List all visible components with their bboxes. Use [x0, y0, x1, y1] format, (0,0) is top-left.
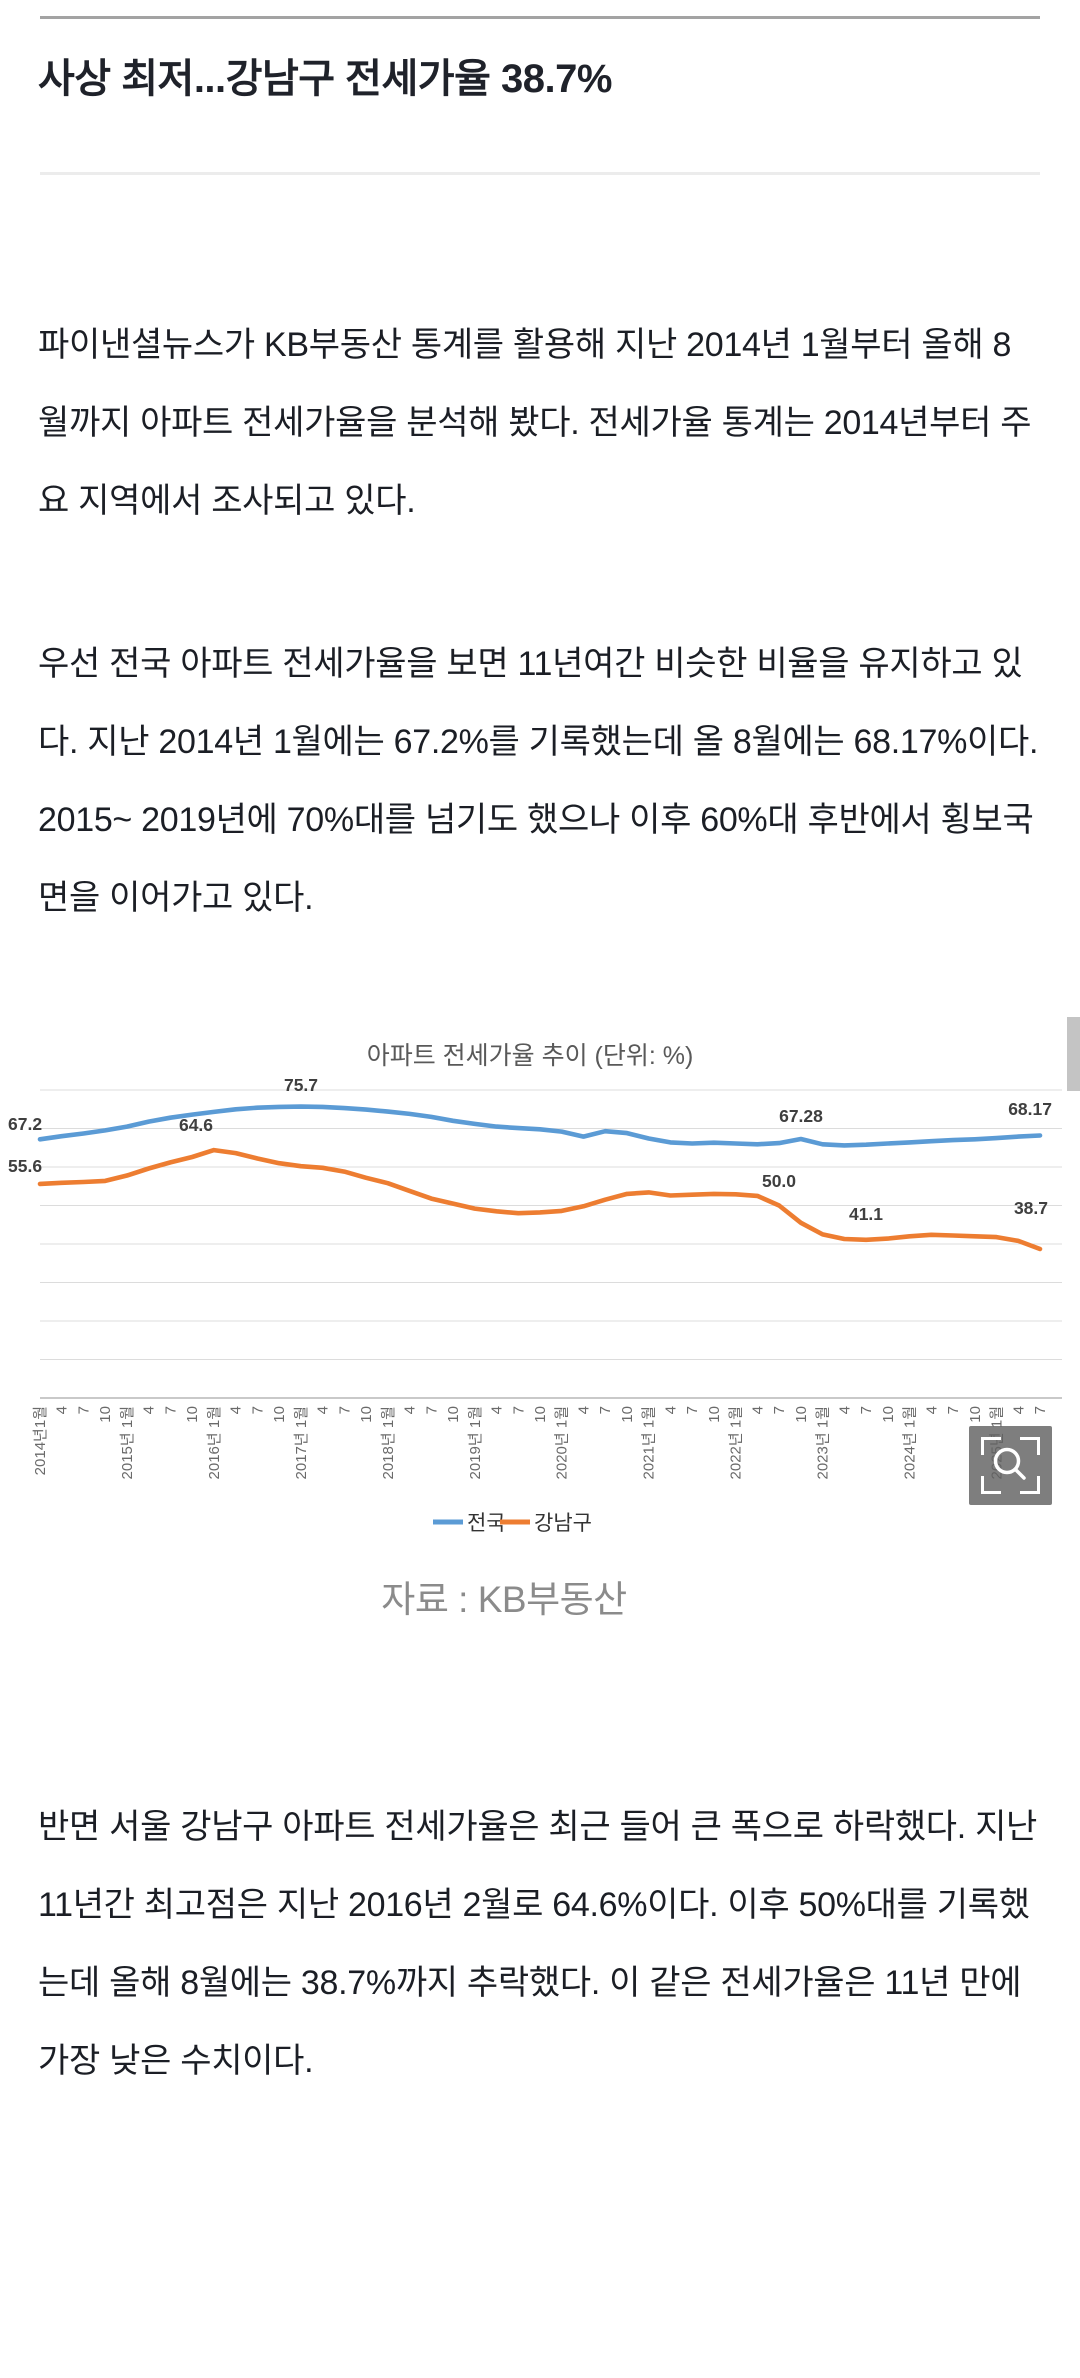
x-tick-label: 4	[141, 1406, 158, 1414]
article-paragraph-2: 우선 전국 아파트 전세가율을 보면 11년여간 비슷한 비율을 유지하고 있다…	[38, 645, 1039, 917]
jeonse-ratio-chart-figure: 아파트 전세가율 추이 (단위: %) 2014년1월 4 7 10 2015년 1월 4 7…	[0, 980, 1080, 1545]
chart-scrollbar-thumb[interactable]	[1067, 1017, 1080, 1091]
corner-bracket-icon	[1020, 1437, 1040, 1455]
data-label: 55.6	[8, 1156, 42, 1176]
x-tick-label: 10	[706, 1406, 723, 1423]
x-tick-label: 4	[1010, 1406, 1027, 1414]
x-tick-label: 7	[1032, 1406, 1049, 1414]
x-tick-label: 10	[880, 1406, 897, 1423]
x-tick-label: 4	[315, 1406, 332, 1414]
x-tick-label: 4	[923, 1406, 940, 1414]
corner-bracket-icon	[981, 1437, 1001, 1455]
x-tick-label: 7	[945, 1406, 962, 1414]
article-page: 사상 최저...강남구 전세가율 38.7% 파이낸셜뉴스가 KB부동산 통계를…	[0, 16, 1080, 2378]
x-tick-label: 2018년 1월	[380, 1406, 397, 1479]
x-tick-label: 7	[858, 1406, 875, 1414]
series-line-전국	[37, 1104, 1043, 1148]
x-tick-label: 2020년 1월	[554, 1406, 571, 1479]
data-label: 67.2	[8, 1114, 42, 1134]
x-tick-label: 10	[97, 1406, 114, 1423]
data-label: 75.7	[284, 1075, 318, 1095]
x-tick-label: 10	[619, 1406, 636, 1423]
x-tick-label: 7	[423, 1406, 440, 1414]
x-tick-label: 7	[684, 1406, 701, 1414]
x-tick-label: 7	[75, 1406, 92, 1414]
article-headline: 사상 최저...강남구 전세가율 38.7%	[38, 57, 612, 101]
x-tick-label: 2024년 1월	[902, 1406, 919, 1479]
data-label: 67.28	[779, 1106, 823, 1126]
x-tick-label: 2015년 1월	[119, 1406, 136, 1479]
data-label: 38.7	[1014, 1198, 1048, 1218]
x-tick-label: 2021년 1월	[641, 1406, 658, 1479]
x-tick-label: 10	[358, 1406, 375, 1423]
legend-label-전국: 전국	[467, 1512, 506, 1535]
data-label: 64.6	[179, 1115, 213, 1135]
image-zoom-button[interactable]	[969, 1426, 1052, 1505]
chart-title: 아파트 전세가율 추이 (단위: %)	[367, 1042, 694, 1070]
x-tick-label: 2022년 1월	[728, 1406, 745, 1479]
x-tick-label: 4	[575, 1406, 592, 1414]
data-label: 41.1	[849, 1204, 883, 1224]
magnifier-icon	[993, 1447, 1026, 1480]
x-tick-label: 4	[228, 1406, 245, 1414]
x-tick-label: 7	[249, 1406, 266, 1414]
x-tick-label: 10	[532, 1406, 549, 1423]
x-tick-label: 4	[402, 1406, 419, 1414]
x-tick-label: 7	[510, 1406, 527, 1414]
corner-bracket-icon	[1020, 1476, 1040, 1494]
article-paragraph-1: 파이낸셜뉴스가 KB부동산 통계를 활용해 지난 2014년 1월부터 올해 8…	[38, 326, 1032, 520]
x-tick-label: 4	[662, 1406, 679, 1414]
data-label: 68.17	[1008, 1099, 1052, 1119]
x-tick-label: 7	[771, 1406, 788, 1414]
x-tick-label: 10	[793, 1406, 810, 1423]
x-tick-label: 7	[162, 1406, 179, 1414]
top-divider	[40, 16, 1040, 19]
x-tick-label: 2016년 1월	[206, 1406, 223, 1479]
x-tick-label: 7	[597, 1406, 614, 1414]
x-tick-label: 2019년 1월	[467, 1406, 484, 1479]
article-paragraph-3: 반면 서울 강남구 아파트 전세가율은 최근 들어 큰 폭으로 하락했다. 지난…	[38, 1808, 1038, 2080]
x-tick-label: 2023년 1월	[815, 1406, 832, 1479]
series-line-강남구	[37, 1147, 1043, 1252]
corner-bracket-icon	[981, 1476, 1001, 1494]
x-tick-label: 10	[184, 1406, 201, 1423]
x-tick-label: 10	[271, 1406, 288, 1423]
legend-label-강남구: 강남구	[534, 1512, 592, 1535]
x-tick-label: 10	[445, 1406, 462, 1423]
x-tick-label: 4	[489, 1406, 506, 1414]
x-tick-label: 7	[336, 1406, 353, 1414]
x-tick-label: 10	[967, 1406, 984, 1423]
headline-divider	[40, 172, 1040, 175]
x-tick-label: 4	[54, 1406, 71, 1414]
data-label: 50.0	[762, 1171, 796, 1191]
chart-source-caption: 자료 : KB부동산	[381, 1579, 627, 1620]
x-tick-label: 4	[749, 1406, 766, 1414]
jeonse-ratio-line-chart: 아파트 전세가율 추이 (단위: %)2014년1월 4 7 10 2015년 1월 4 7…	[8, 1042, 1062, 1535]
x-tick-label: 2014년1월	[32, 1406, 49, 1475]
x-tick-label: 4	[836, 1406, 853, 1414]
x-tick-label: 2017년 1월	[293, 1406, 310, 1479]
